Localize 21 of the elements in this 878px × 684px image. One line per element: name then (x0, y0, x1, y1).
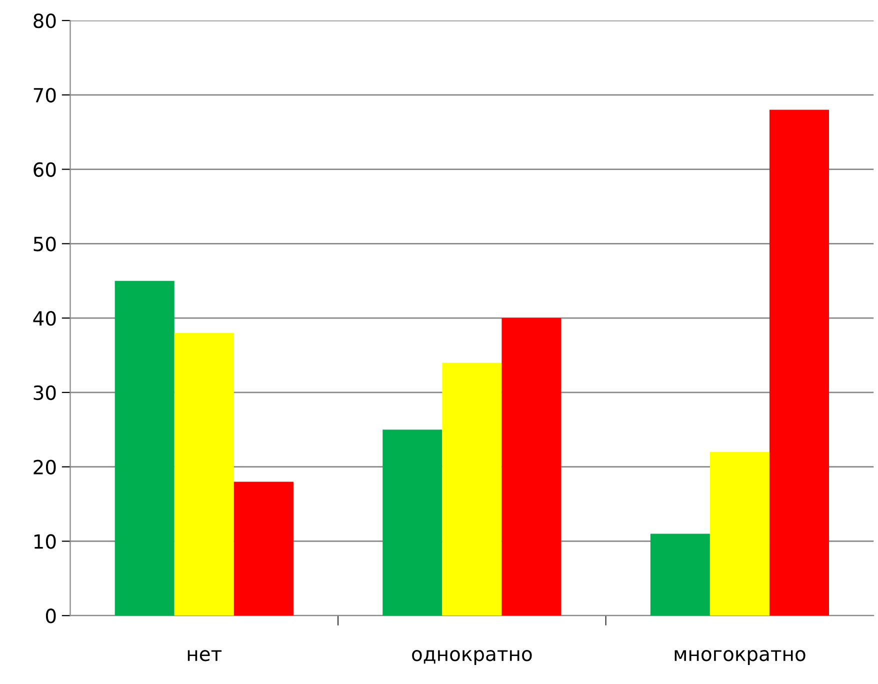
y-tick-label: 10 (34, 534, 56, 549)
bar (710, 452, 770, 616)
y-tick-label: 60 (34, 162, 56, 177)
bar (769, 110, 830, 616)
bar (502, 318, 562, 616)
y-tick-label: 50 (34, 236, 56, 252)
bar (442, 362, 502, 616)
y-tick-label: 30 (34, 385, 56, 400)
y-tick-label: 80 (34, 13, 56, 28)
bar (174, 332, 234, 616)
x-tick-label: однократно (412, 650, 532, 665)
y-tick-label: 20 (34, 460, 56, 474)
x-tick-label: многократно (674, 650, 806, 665)
y-tick-label: 40 (33, 311, 56, 326)
bar (382, 430, 442, 616)
y-tick-label: 0 (46, 608, 56, 624)
x-tick-label: нет (188, 650, 222, 662)
bar (234, 482, 294, 616)
bar (650, 534, 710, 616)
y-tick-label: 70 (34, 88, 56, 103)
bar (114, 280, 174, 616)
